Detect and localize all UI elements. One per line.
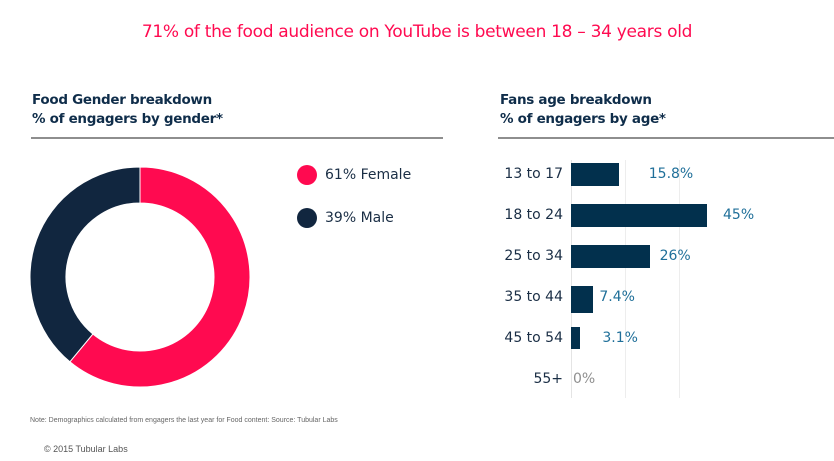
legend-item-male: 39% Male [297,208,394,228]
bar-value-label: 15.8% [648,166,694,182]
gender-title-line1: Food Gender breakdown [32,92,212,108]
legend-label-female: 61% Female [325,167,412,183]
age-panel-divider [498,137,834,139]
bar-value-label: 26% [659,248,691,264]
copyright: © 2015 Tubular Labs [44,444,128,454]
gridline [571,160,572,398]
bar-value-label: 7.4% [599,289,635,305]
bar-category-label: 18 to 24 [504,207,563,223]
legend-label-male: 39% Male [325,210,394,226]
bar-18-to-24 [571,204,707,227]
bar-13-to-17 [571,163,619,186]
age-title-line1: Fans age breakdown [500,92,652,108]
bar-45-to-54 [571,327,581,349]
donut-slice-female [69,166,251,388]
legend-swatch-female [297,165,317,185]
bar-35-to-44 [571,286,594,313]
gender-panel-title: Food Gender breakdown % of engagers by g… [32,91,223,129]
legend-swatch-male [297,208,317,228]
age-panel-title: Fans age breakdown % of engagers by age* [500,91,666,129]
bar-category-label: 35 to 44 [504,289,563,305]
bar-category-label: 55+ [533,371,563,387]
gridline [624,160,626,398]
footnote: Note: Demographics calculated from engag… [30,417,338,424]
gridline [678,160,680,398]
donut-slice-male [30,166,141,363]
bar-category-label: 13 to 17 [504,166,563,182]
gender-title-line2: % of engagers by gender* [32,111,223,127]
gender-donut-chart [30,166,251,388]
bar-value-label: 3.1% [602,330,638,346]
legend-item-female: 61% Female [297,165,411,185]
bar-category-label: 45 to 54 [504,330,563,346]
bar-value-label: 45% [723,207,755,223]
bar-category-label: 25 to 34 [504,248,563,264]
headline: 71% of the food audience on YouTube is b… [141,22,693,42]
gender-panel-divider [31,137,443,139]
age-title-line2: % of engagers by age* [500,111,666,127]
bar-25-to-34 [571,245,650,268]
bar-value-label: 0% [573,371,596,387]
